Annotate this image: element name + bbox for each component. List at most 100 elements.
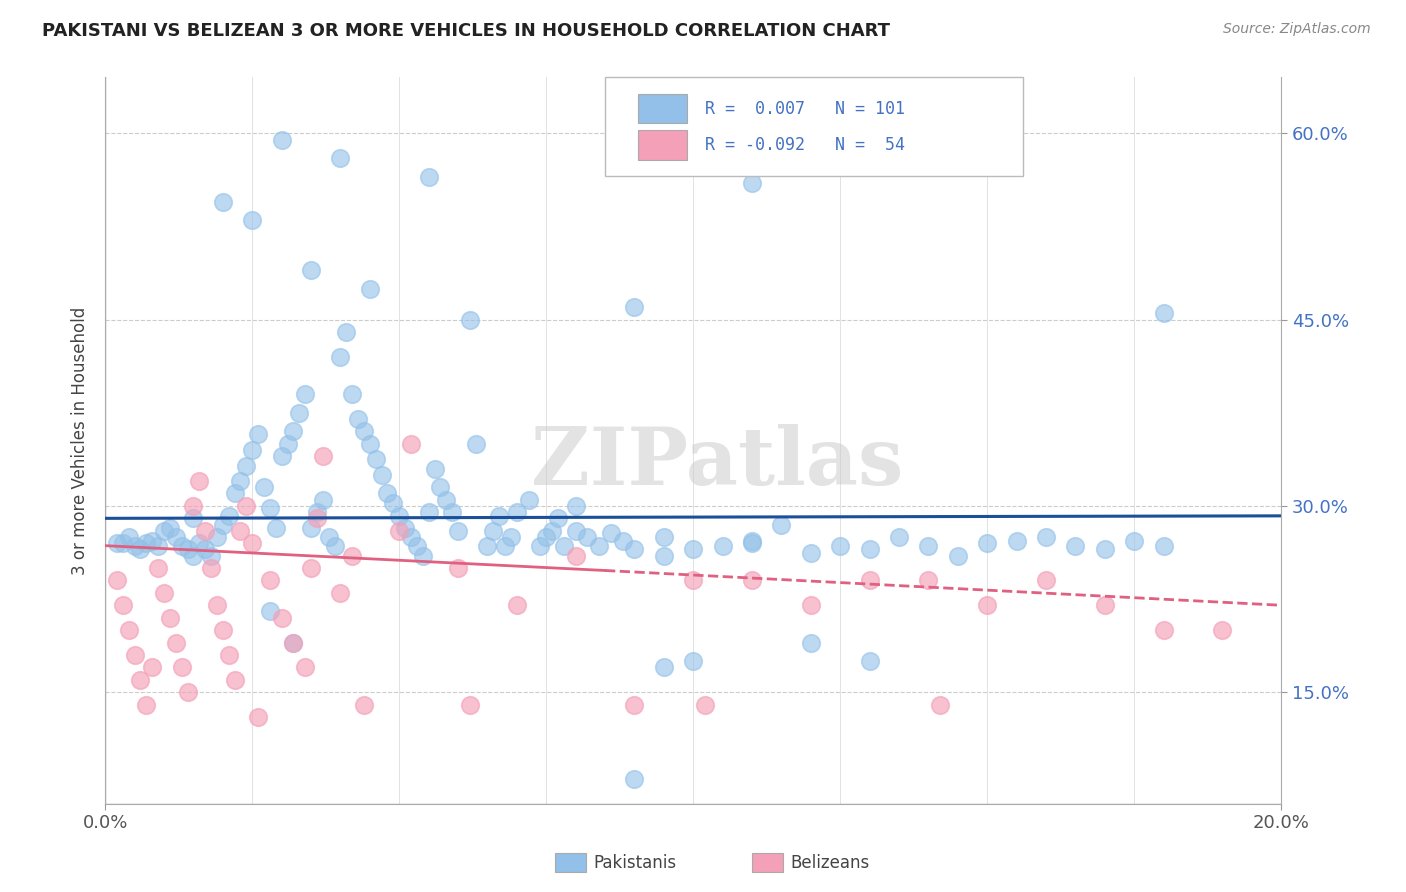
Point — [382, 496, 405, 510]
Point — [165, 635, 187, 649]
Point — [305, 505, 328, 519]
Point — [218, 648, 240, 662]
Point — [711, 539, 734, 553]
Point — [482, 524, 505, 538]
Point — [270, 449, 292, 463]
Bar — [638, 95, 688, 123]
Point — [859, 654, 882, 668]
Point — [294, 387, 316, 401]
Point — [682, 542, 704, 557]
Text: PAKISTANI VS BELIZEAN 3 OR MORE VEHICLES IN HOUSEHOLD CORRELATION CHART: PAKISTANI VS BELIZEAN 3 OR MORE VEHICLES… — [42, 22, 890, 40]
Point — [458, 312, 481, 326]
Point — [124, 539, 146, 553]
Text: Source: ZipAtlas.com: Source: ZipAtlas.com — [1223, 22, 1371, 37]
Point — [347, 412, 370, 426]
Point — [441, 505, 464, 519]
Point — [329, 151, 352, 165]
Point — [429, 480, 451, 494]
Point — [1153, 306, 1175, 320]
Point — [388, 508, 411, 523]
Point — [294, 660, 316, 674]
Point — [600, 526, 623, 541]
Point — [224, 673, 246, 687]
Point — [211, 517, 233, 532]
Point — [183, 549, 205, 563]
Bar — [638, 130, 688, 160]
Point — [1005, 533, 1028, 548]
Point — [917, 539, 939, 553]
Point — [329, 350, 352, 364]
Point — [240, 536, 263, 550]
Point — [423, 461, 446, 475]
Point — [1153, 539, 1175, 553]
Point — [235, 499, 257, 513]
Point — [693, 698, 716, 712]
Point — [235, 459, 257, 474]
Point — [153, 524, 176, 538]
Point — [741, 536, 763, 550]
Point — [312, 449, 335, 463]
Point — [399, 437, 422, 451]
Point — [118, 530, 141, 544]
Point — [253, 480, 276, 494]
Point — [553, 539, 575, 553]
Point — [447, 561, 470, 575]
Point — [224, 486, 246, 500]
Point — [623, 698, 645, 712]
Point — [741, 533, 763, 548]
Point — [335, 325, 357, 339]
Point — [353, 698, 375, 712]
Point — [211, 623, 233, 637]
Point — [340, 549, 363, 563]
Point — [211, 194, 233, 209]
Point — [135, 698, 157, 712]
Point — [370, 467, 392, 482]
Point — [129, 542, 152, 557]
Point — [418, 505, 440, 519]
Point — [229, 524, 252, 538]
Point — [529, 539, 551, 553]
Point — [318, 530, 340, 544]
Point — [329, 586, 352, 600]
Point — [418, 169, 440, 184]
Point — [359, 437, 381, 451]
Point — [259, 605, 281, 619]
Point — [240, 443, 263, 458]
Text: ZIPatlas: ZIPatlas — [530, 424, 903, 501]
Point — [259, 501, 281, 516]
Point — [176, 685, 198, 699]
Point — [205, 530, 228, 544]
Point — [394, 521, 416, 535]
Point — [1211, 623, 1233, 637]
Point — [800, 546, 823, 560]
Point — [323, 539, 346, 553]
Point — [917, 574, 939, 588]
Point — [200, 561, 222, 575]
Point — [682, 654, 704, 668]
Point — [146, 561, 169, 575]
Point — [170, 539, 193, 553]
Point — [283, 635, 305, 649]
Point — [200, 549, 222, 563]
Point — [770, 517, 793, 532]
Point — [588, 539, 610, 553]
Point — [111, 536, 134, 550]
Point — [229, 474, 252, 488]
Point — [536, 530, 558, 544]
Point — [276, 437, 298, 451]
Point — [270, 132, 292, 146]
Point — [1094, 599, 1116, 613]
Point — [623, 772, 645, 786]
Point — [259, 574, 281, 588]
Point — [830, 539, 852, 553]
Point — [111, 599, 134, 613]
Point — [499, 530, 522, 544]
Point — [405, 539, 427, 553]
Point — [576, 530, 599, 544]
Point — [800, 599, 823, 613]
Point — [517, 492, 540, 507]
Point — [447, 524, 470, 538]
Point — [135, 536, 157, 550]
Point — [240, 213, 263, 227]
Point — [124, 648, 146, 662]
